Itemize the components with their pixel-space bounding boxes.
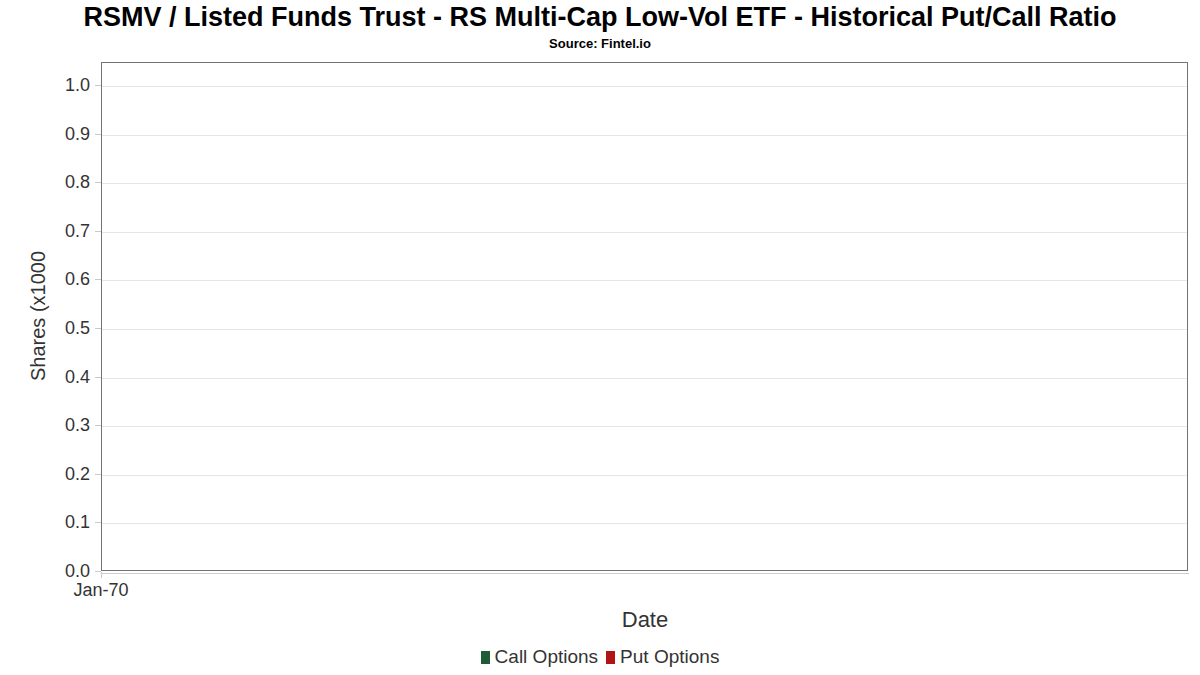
y-tick-mark — [95, 474, 101, 475]
y-tick-label: 0.0 — [30, 560, 90, 582]
gridline — [102, 232, 1187, 233]
x-axis-line — [101, 573, 1189, 574]
y-tick-label: 0.9 — [30, 123, 90, 145]
x-tick-label: Jan-70 — [61, 580, 141, 601]
plot-area — [101, 62, 1188, 571]
legend-item-put-options[interactable]: Put Options — [606, 646, 719, 668]
gridline — [102, 475, 1187, 476]
y-tick-label: 1.0 — [30, 74, 90, 96]
legend-swatch-icon — [606, 651, 615, 664]
gridline — [102, 183, 1187, 184]
gridline — [102, 329, 1187, 330]
legend: Call Options Put Options — [0, 646, 1200, 668]
y-tick-label: 0.7 — [30, 220, 90, 242]
y-tick-mark — [95, 522, 101, 523]
y-tick-label: 0.8 — [30, 171, 90, 193]
y-tick-label: 0.4 — [30, 366, 90, 388]
y-tick-mark — [95, 134, 101, 135]
y-tick-label: 0.6 — [30, 268, 90, 290]
y-tick-label: 0.2 — [30, 463, 90, 485]
x-axis-title: Date — [101, 607, 1189, 633]
y-tick-label: 0.5 — [30, 317, 90, 339]
legend-swatch-icon — [481, 651, 490, 664]
legend-label: Put Options — [620, 646, 719, 668]
legend-label: Call Options — [495, 646, 599, 668]
y-tick-mark — [95, 425, 101, 426]
legend-item-call-options[interactable]: Call Options — [481, 646, 599, 668]
y-tick-mark — [95, 279, 101, 280]
gridline — [102, 523, 1187, 524]
y-tick-mark — [95, 182, 101, 183]
y-tick-mark — [95, 377, 101, 378]
y-tick-label: 0.3 — [30, 414, 90, 436]
x-tick-mark — [101, 572, 102, 578]
y-tick-mark — [95, 85, 101, 86]
y-tick-mark — [95, 231, 101, 232]
chart-subtitle: Source: Fintel.io — [0, 36, 1200, 51]
y-tick-mark — [95, 328, 101, 329]
gridline — [102, 280, 1187, 281]
gridline — [102, 378, 1187, 379]
gridline — [102, 86, 1187, 87]
y-tick-label: 0.1 — [30, 511, 90, 533]
put-call-ratio-chart: RSMV / Listed Funds Trust - RS Multi-Cap… — [0, 0, 1200, 675]
chart-title: RSMV / Listed Funds Trust - RS Multi-Cap… — [0, 2, 1200, 33]
gridline — [102, 426, 1187, 427]
gridline — [102, 135, 1187, 136]
